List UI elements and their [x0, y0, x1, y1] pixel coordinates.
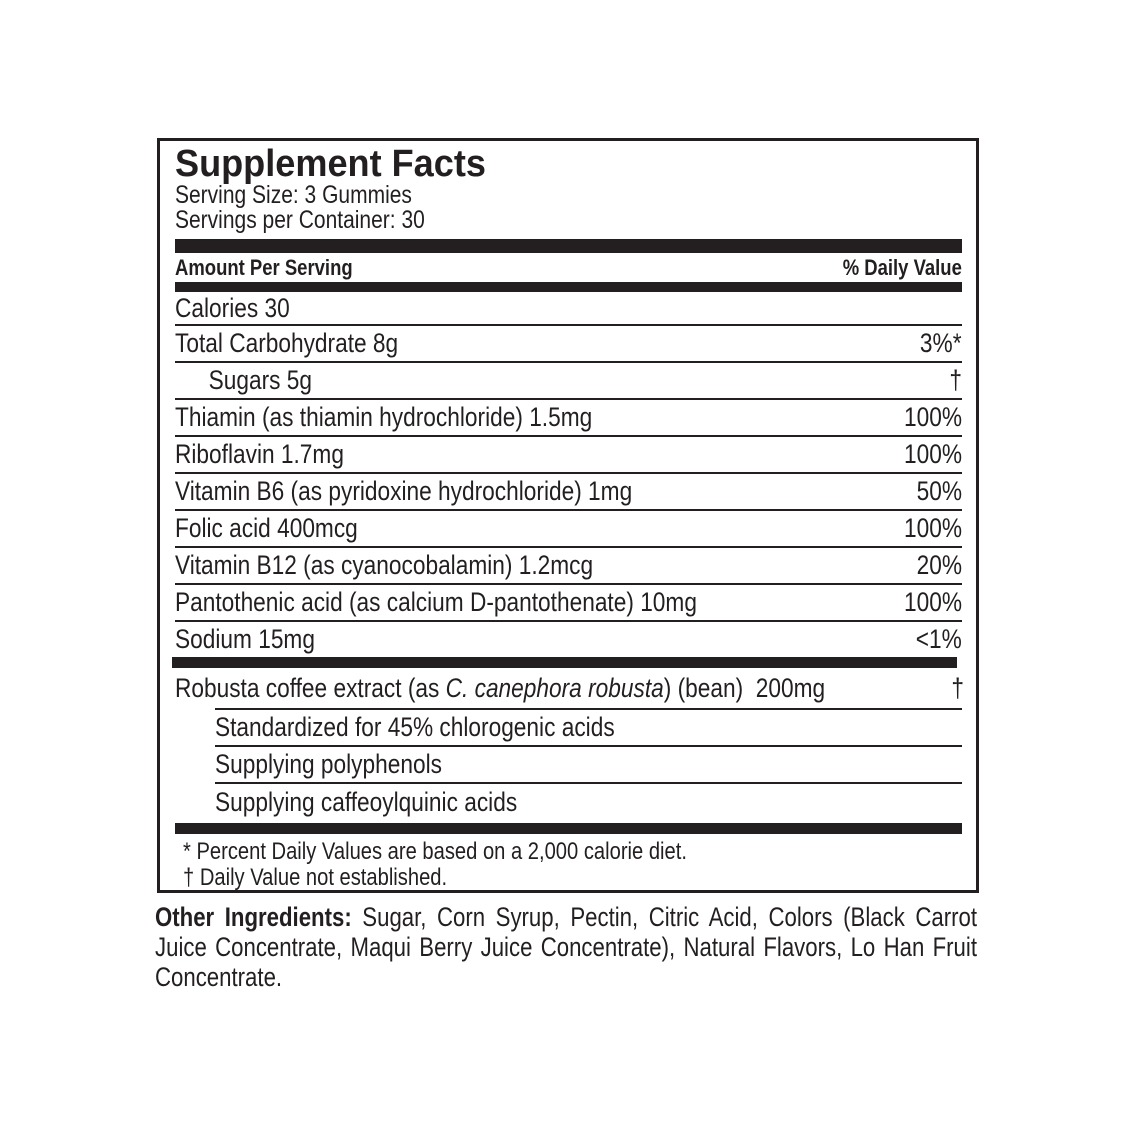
nutrient-name: Folic acid 400mcg — [175, 513, 358, 543]
footnote: * Percent Daily Values are based on a 2,… — [183, 838, 687, 865]
sub-item-row: Standardized for 45% chlorogenic acids — [215, 710, 962, 747]
daily-value-header: % Daily Value — [842, 254, 962, 280]
nutrient-row: Thiamin (as thiamin hydrochloride) 1.5mg… — [175, 400, 962, 437]
nutrient-dv: 100% — [903, 513, 962, 543]
nutrient-row: Vitamin B6 (as pyridoxine hydrochloride)… — [175, 474, 962, 511]
nutrient-dv: 20% — [916, 550, 962, 580]
nutrient-row: Sugars 5g † — [175, 363, 962, 400]
medium-divider — [175, 282, 962, 292]
nutrient-name: Vitamin B6 (as pyridoxine hydrochloride)… — [175, 476, 633, 506]
robusta-name: Robusta coffee extract (as C. canephora … — [175, 672, 826, 703]
nutrient-dv: 50% — [916, 476, 962, 506]
servings-text: Servings per Container: 30 — [175, 206, 425, 234]
nutrient-row: Total Carbohydrate 8g 3%* — [175, 326, 962, 363]
nutrient-row: Sodium 15mg <1% — [175, 622, 962, 657]
calories-text: Calories 30 — [175, 292, 290, 323]
title-text: Supplement Facts — [175, 143, 486, 185]
thick-divider — [175, 239, 962, 253]
robusta-dv: † — [951, 672, 964, 703]
sub-item-row: Supplying caffeoylquinic acids — [215, 784, 962, 821]
nutrient-name: Thiamin (as thiamin hydrochloride) 1.5mg — [175, 402, 593, 432]
nutrient-name: Sugars 5g — [208, 365, 312, 395]
sub-item-text: Standardized for 45% chlorogenic acids — [215, 712, 615, 742]
nutrient-dv: 100% — [903, 439, 962, 469]
nutrient-row: Riboflavin 1.7mg 100% — [175, 437, 962, 474]
nutrient-dv: † — [949, 365, 962, 395]
nutrient-dv: 100% — [903, 402, 962, 432]
nutrient-name: Sodium 15mg — [175, 624, 315, 654]
nutrient-name: Pantothenic acid (as calcium D-pantothen… — [175, 587, 697, 617]
panel-title: Supplement Facts — [175, 141, 962, 185]
thick-divider — [175, 823, 962, 834]
nutrient-name: Total Carbohydrate 8g — [175, 328, 399, 358]
footnote: † Daily Value not established. — [183, 864, 448, 891]
serving-size-text: Serving Size: 3 Gummies — [175, 181, 412, 209]
sub-item-row: Supplying polyphenols — [215, 747, 962, 784]
nutrient-dv: 100% — [903, 587, 962, 617]
nutrient-row: Pantothenic acid (as calcium D-pantothen… — [175, 585, 962, 622]
nutrient-row: Vitamin B12 (as cyanocobalamin) 1.2mcg 20… — [175, 548, 962, 585]
robusta-row: Robusta coffee extract (as C. canephora … — [175, 668, 964, 708]
serving-size: Serving Size: 3 Gummies — [175, 183, 962, 208]
thick-divider — [172, 657, 957, 668]
robusta-amount: 200mg — [755, 672, 826, 703]
sub-item-text: Supplying caffeoylquinic acids — [215, 787, 518, 817]
nutrient-row: Folic acid 400mcg 100% — [175, 511, 962, 548]
column-header: Amount Per Serving % Daily Value — [175, 253, 962, 282]
nutrient-name: Riboflavin 1.7mg — [175, 439, 344, 469]
nutrient-dv: 3%* — [920, 328, 962, 358]
other-ingredients-text: Sugar, Corn Syrup, Pectin, Citric Acid, … — [155, 902, 978, 992]
calories-row: Calories 30 — [175, 292, 962, 326]
supplement-facts-panel: Supplement Facts Serving Size: 3 Gummies… — [157, 138, 979, 893]
other-ingredients-label: Other Ingredients: — [155, 902, 352, 932]
servings-per-container: Servings per Container: 30 — [175, 208, 962, 233]
other-ingredients: Other Ingredients: Sugar, Corn Syrup, Pe… — [155, 902, 977, 992]
nutrient-name: Vitamin B12 (as cyanocobalamin) 1.2mcg — [175, 550, 594, 580]
sub-item-text: Supplying polyphenols — [215, 749, 442, 779]
amount-per-serving-header: Amount Per Serving — [175, 254, 353, 280]
footnotes: * Percent Daily Values are based on a 2,… — [175, 839, 962, 891]
nutrient-dv: <1% — [915, 624, 962, 654]
